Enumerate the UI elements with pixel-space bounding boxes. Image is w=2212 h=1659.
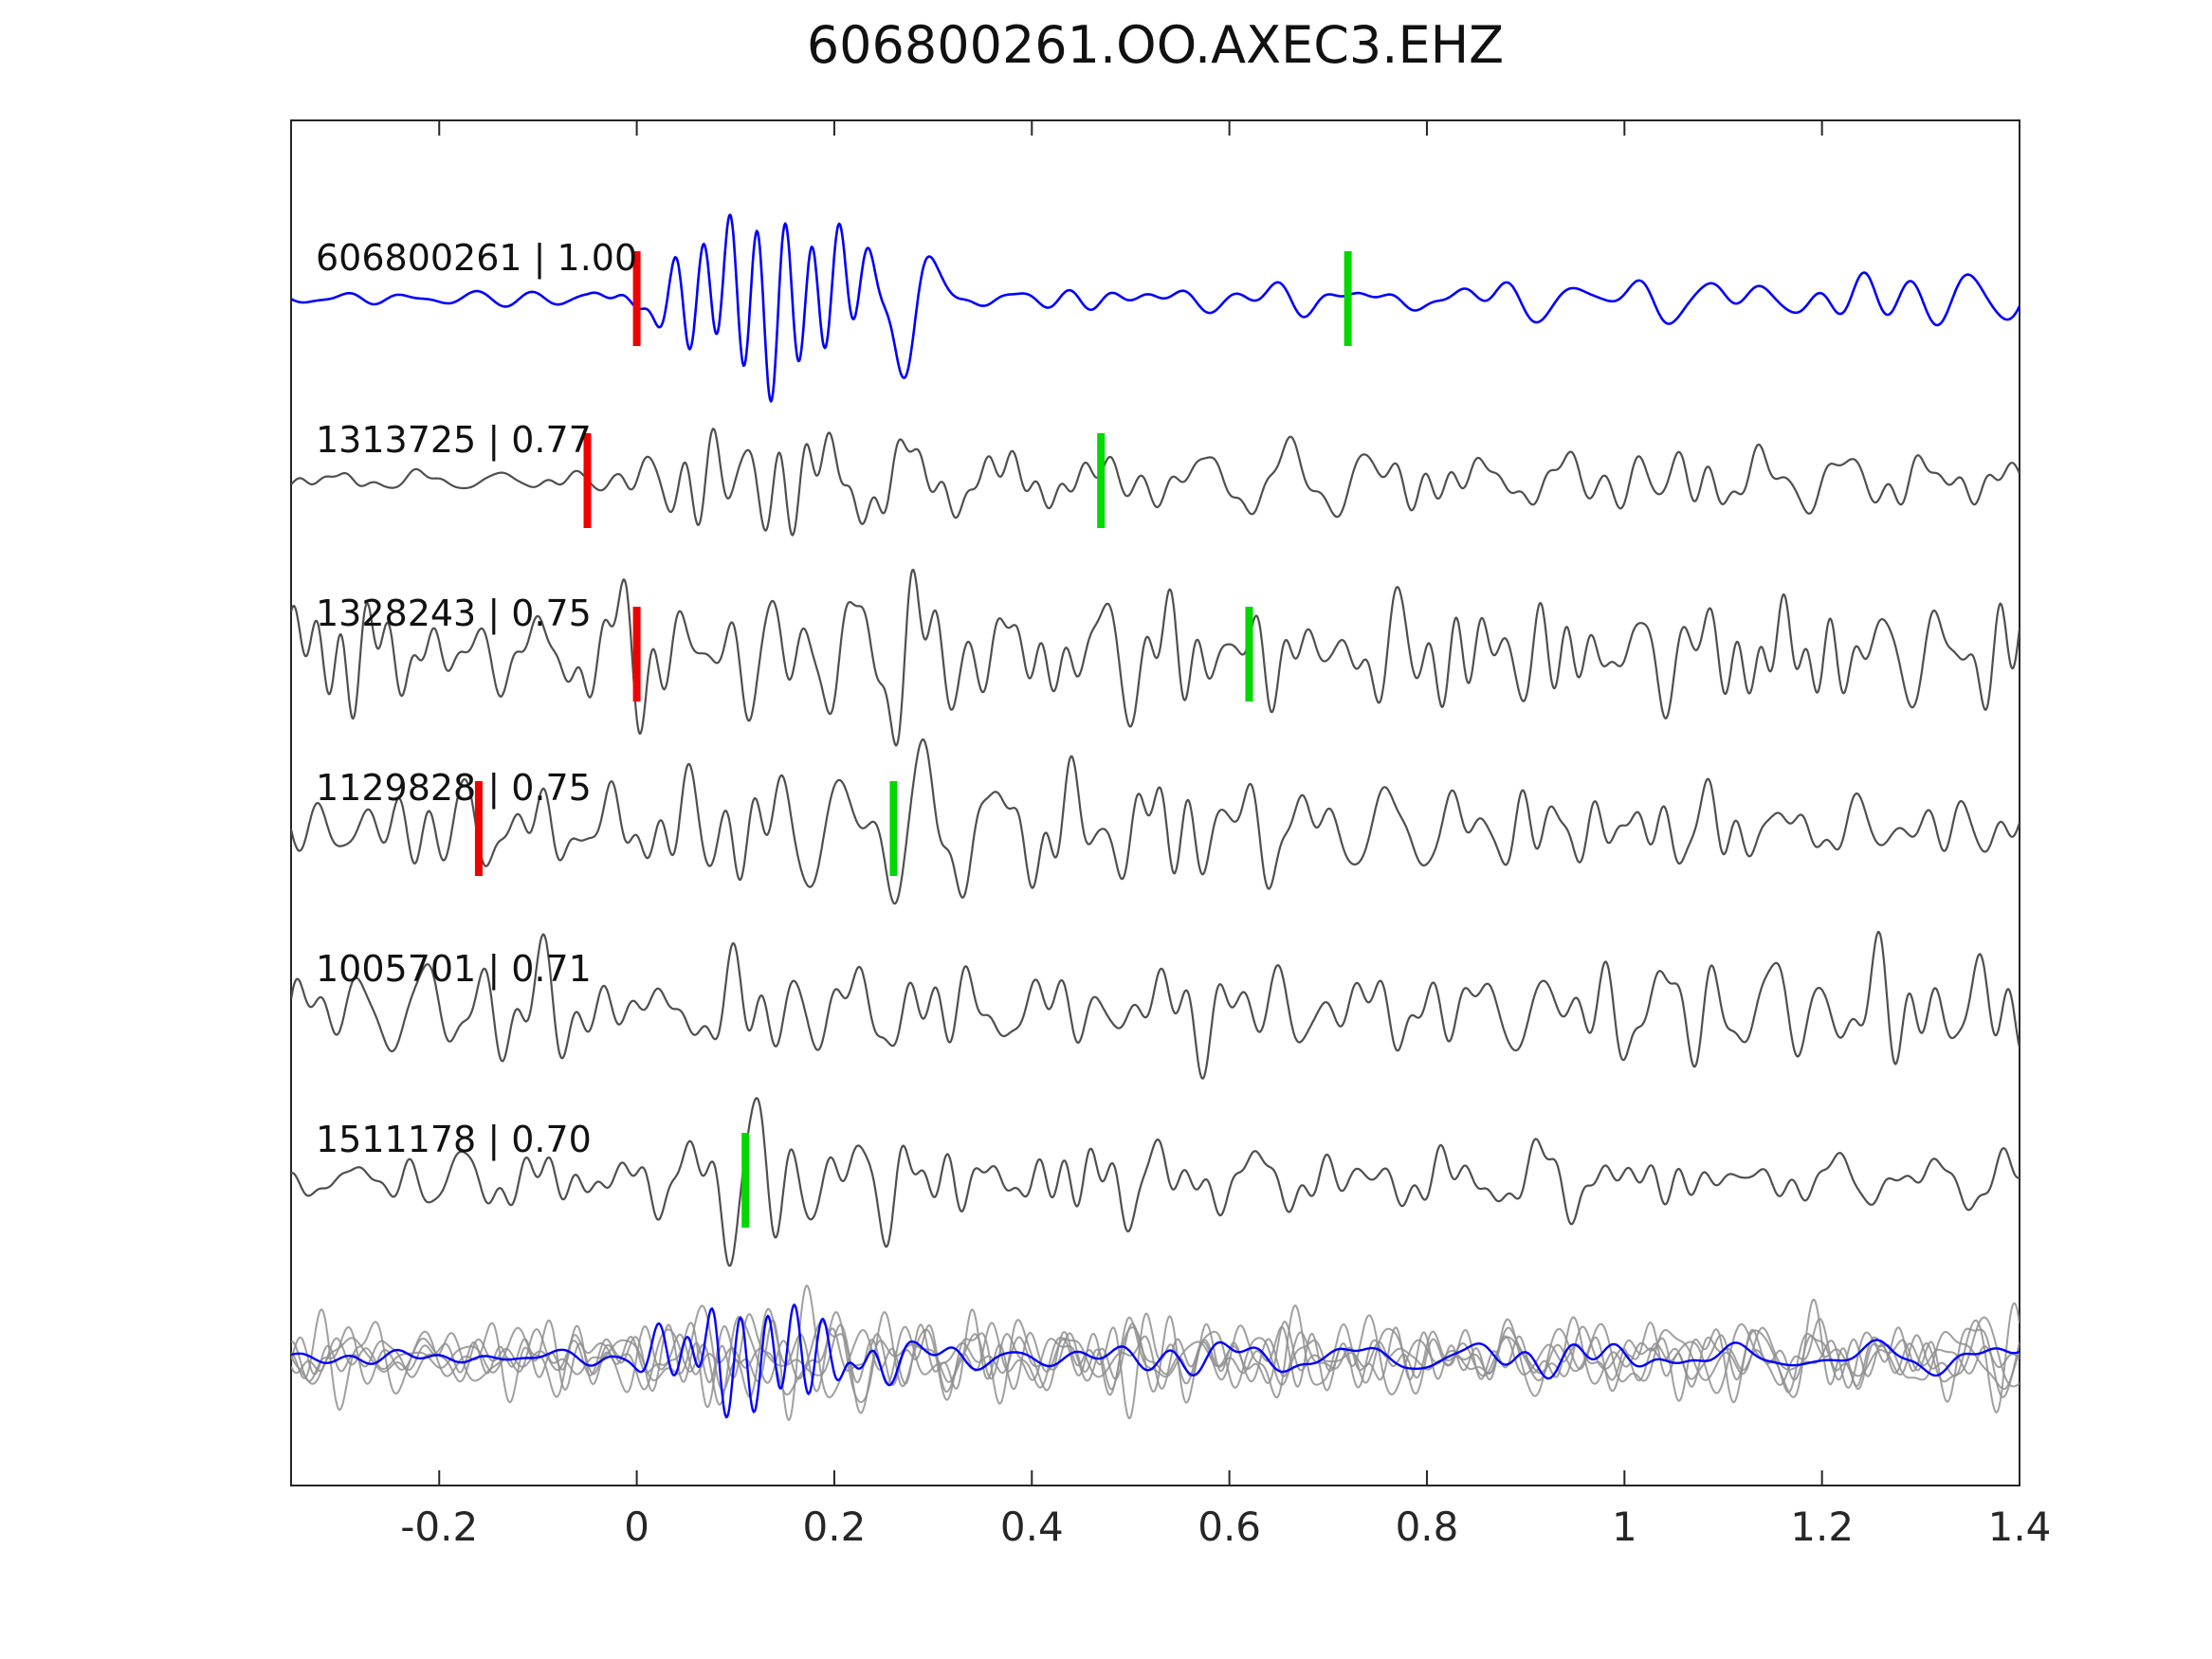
trace-waveform bbox=[291, 213, 2020, 403]
red-pick-marker bbox=[632, 251, 641, 346]
red-pick-marker bbox=[632, 607, 641, 702]
green-pick-marker bbox=[1344, 251, 1352, 346]
red-pick-marker bbox=[474, 781, 483, 876]
trace-label: 1313725 | 0.77 bbox=[316, 419, 592, 462]
red-pick-marker bbox=[583, 433, 592, 528]
x-tick-label: 1.2 bbox=[1790, 1504, 1854, 1550]
overlay-gray-waveform bbox=[291, 1304, 2020, 1398]
x-tick-label: 0.4 bbox=[1000, 1504, 1064, 1550]
x-tick-label: 0.6 bbox=[1197, 1504, 1261, 1550]
trace-label: 1129828 | 0.75 bbox=[316, 767, 592, 810]
x-tick-label: -0.2 bbox=[400, 1504, 478, 1550]
x-tick-label: 1 bbox=[1612, 1504, 1637, 1550]
overlay-gray-waveform bbox=[291, 1285, 2020, 1421]
x-tick-label: 0.8 bbox=[1396, 1504, 1459, 1550]
trace-waveform bbox=[291, 428, 2020, 537]
overlay-blue-waveform bbox=[291, 1303, 2020, 1419]
green-pick-marker bbox=[1245, 607, 1253, 702]
traces-group bbox=[291, 213, 2020, 1421]
trace-label: 1005701 | 0.71 bbox=[316, 948, 592, 991]
x-tick-label: 0 bbox=[624, 1504, 649, 1550]
overlay-gray-waveform bbox=[291, 1304, 2020, 1420]
green-pick-marker bbox=[889, 781, 898, 876]
trace-label: 606800261 | 1.00 bbox=[316, 237, 637, 280]
green-pick-marker bbox=[1097, 433, 1106, 528]
chart-title: 606800261.OO.AXEC3.EHZ bbox=[806, 15, 1505, 75]
x-tick-label: 1.4 bbox=[1988, 1504, 2052, 1550]
plot-frame bbox=[290, 119, 2020, 1486]
trace-waveform bbox=[291, 568, 2020, 747]
x-tick-label: 0.2 bbox=[803, 1504, 867, 1550]
trace-waveform bbox=[291, 930, 2020, 1080]
trace-waveform bbox=[291, 738, 2020, 905]
trace-label: 1328243 | 0.75 bbox=[316, 592, 592, 635]
overlay-gray-waveform bbox=[291, 1313, 2020, 1414]
green-pick-marker bbox=[741, 1133, 750, 1228]
trace-label: 1511178 | 0.70 bbox=[316, 1119, 592, 1161]
trace-waveform bbox=[291, 1097, 2020, 1267]
